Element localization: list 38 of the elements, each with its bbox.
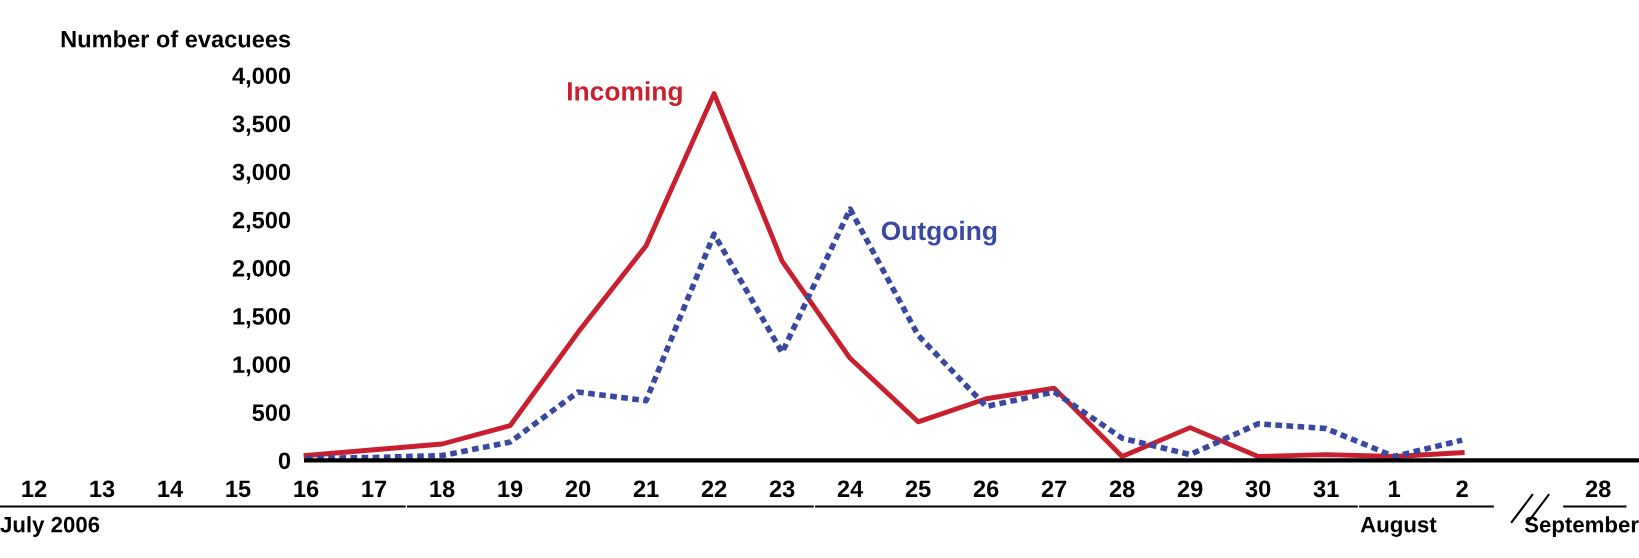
y-tick-label: 0	[278, 452, 291, 470]
x-tick-label: 21	[633, 480, 659, 497]
x-tick-label: 29	[1177, 480, 1203, 498]
y-tick-label: 3,000	[232, 163, 291, 184]
x-tick-label: 14	[158, 480, 184, 497]
x-tick-label: 31	[1313, 480, 1339, 498]
x-tick-label: 12	[22, 480, 47, 497]
text: July 2006	[0, 516, 100, 537]
x-tick-label: 24	[837, 480, 864, 497]
y-tick-label: 2,500	[232, 211, 291, 232]
x-tick-label: 28	[1585, 480, 1611, 498]
series-label: Incoming	[567, 81, 682, 106]
x-tick-label: 16	[294, 480, 319, 498]
x-tick-label: 25	[905, 480, 931, 498]
x-tick-label: 26	[973, 480, 999, 498]
x-tick-label: 19	[498, 480, 523, 498]
x-tick-label: 2	[1456, 480, 1468, 497]
x-tick-label: 15	[226, 480, 251, 498]
x-tick-label: 13	[90, 480, 115, 498]
x-tick-label: 30	[1245, 480, 1271, 498]
y-tick-label: 1,000	[233, 356, 291, 377]
y-tick-label: 3,500	[232, 115, 291, 136]
x-tick-label: 27	[1041, 480, 1067, 497]
series-label: Outgoing	[881, 220, 997, 246]
y-tick-label: 500	[252, 404, 291, 422]
x-tick-label: 18	[430, 480, 455, 498]
x-tick-label: 17	[362, 480, 387, 497]
text: September	[1524, 516, 1639, 537]
x-tick-label: 28	[1109, 480, 1135, 498]
x-tick-label: 20	[565, 480, 591, 498]
text: August	[1360, 516, 1437, 537]
x-tick-label: 1	[1389, 480, 1401, 497]
x-tick-label: 22	[701, 480, 727, 497]
x-tick-label: 23	[769, 480, 795, 498]
y-tick-label: 2,000	[232, 259, 291, 281]
y-tick-label: 1,500	[233, 308, 291, 329]
y-tick-label: 4,000	[232, 67, 291, 88]
y-axis-title: Number of evacuees	[61, 30, 291, 48]
